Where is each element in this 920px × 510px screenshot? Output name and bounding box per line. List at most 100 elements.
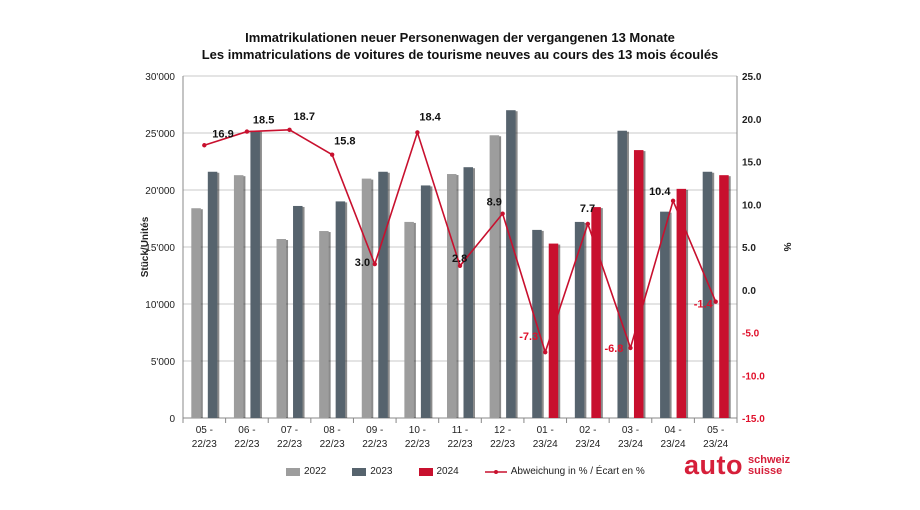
x-tick-label: 22/23 [405,439,430,450]
deviation-point [329,152,335,157]
legend-swatch-2024 [418,467,433,476]
bar-2022 [404,221,414,418]
legend-swatch-2022 [286,467,300,476]
bar-2024 [633,150,644,418]
x-tick-label: 01 - [537,425,554,436]
deviation-point [287,127,292,133]
logo-line-suisse: suisse [748,464,783,477]
y2-tick-label: -15.0 [742,414,765,425]
legend-line-marker [484,469,507,474]
bar-2022 [191,208,201,418]
x-tick-label: 02 - [579,425,596,436]
y2-axis-title: % [781,243,792,252]
logo-subtext: schweiz suisse [748,453,791,477]
legend-swatch-2023 [352,467,367,476]
bar-2023 [250,130,260,418]
x-tick-label: 08 - [324,425,341,436]
x-tick-label: 22/23 [192,439,217,450]
legend-item-2023: 2023 [352,466,393,477]
bar-2022 [489,135,500,418]
deviation-point [372,261,377,267]
deviation-point [415,130,420,135]
deviation-point [500,211,505,216]
x-tick-label: 06 - [238,425,255,436]
x-tick-label: 12 - [494,425,511,436]
bar-2023 [207,171,218,418]
deviation-point [244,129,250,134]
x-tick-label: 03 - [622,425,639,436]
bar-2023 [702,171,713,418]
x-tick-label: 11 - [452,425,469,436]
y2-tick-label: -5.0 [742,329,760,340]
legend-item-2024: 2024 [418,466,459,477]
deviation-point [670,198,676,204]
bar-2023 [420,185,431,418]
chart-legend: 2022 2023 2024 Abweichung in % / Écart e… [286,466,671,477]
deviation-data-label: 8.9 [487,197,502,209]
deviation-data-label: 10.4 [649,186,671,198]
y2-tick-label: 20.0 [742,115,762,126]
x-tick-label: 22/23 [277,439,302,450]
y2-tick-label: -10.0 [742,371,765,382]
auto-schweiz-logo: auto schweiz suisse [684,452,790,479]
legend-label-2024: 2024 [436,466,459,477]
y-tick-label: 0 [169,414,175,425]
x-tick-label: 23/24 [618,439,643,450]
bar-2023 [617,130,627,418]
deviation-data-label: 18.4 [419,111,441,123]
chart-title: Immatrikulationen neuer Personenwagen de… [245,30,675,45]
deviation-point [713,299,718,304]
y-tick-label: 25'000 [145,129,175,140]
deviation-point [202,143,207,148]
bar-2022 [319,231,329,418]
x-tick-label: 23/24 [533,439,558,450]
bar-2023 [506,110,516,418]
deviation-point [543,349,548,355]
x-tick-label: 23/24 [661,439,686,450]
bar-2023 [293,205,303,418]
x-tick-label: 10 - [409,425,426,436]
bar-2023 [463,167,473,418]
bar-2024 [591,207,601,418]
y-tick-label: 20'000 [145,186,175,197]
deviation-data-label: -7.3 [519,331,538,343]
deviation-point [585,221,591,227]
bar-2023 [335,201,346,418]
bar-2024 [676,188,687,418]
legend-label-2023: 2023 [370,466,393,477]
y-tick-label: 5'000 [151,357,176,368]
logo-wordmark: auto [684,450,743,480]
bar-2023 [378,171,388,418]
deviation-data-label: 18.7 [294,111,315,123]
legend-item-deviation: Abweichung in % / Écart en % [484,466,645,477]
y2-tick-label: 10.0 [742,200,762,211]
x-tick-label: 22/23 [320,439,345,450]
bar-2022 [447,174,457,418]
legend-label-2022: 2022 [304,466,327,477]
deviation-data-label: 2.8 [452,253,467,265]
x-tick-label: 22/23 [234,439,259,450]
y-tick-label: 15'000 [145,243,175,254]
bar-2023 [660,211,670,418]
x-tick-label: 05 - [707,425,724,436]
y-axis-title: Stück/Unités [140,216,151,277]
deviation-point [628,345,633,351]
y-tick-label: 30'000 [145,72,175,83]
y-tick-label: 10'000 [145,300,175,311]
deviation-data-label: 3.0 [355,257,370,269]
x-tick-label: 07 - [281,425,298,436]
y2-tick-label: 5.0 [742,243,756,254]
bar-2024 [719,175,729,418]
bar-2023 [574,221,585,418]
legend-label-deviation: Abweichung in % / Écart en % [510,466,645,477]
deviation-data-label: 18.5 [253,115,274,127]
y2-tick-label: 15.0 [742,158,762,169]
x-tick-label: 22/23 [447,439,472,450]
deviation-point [457,263,463,269]
logo-line-schweiz: schweiz [748,453,791,466]
x-tick-label: 22/23 [490,439,515,450]
x-tick-label: 22/23 [362,439,387,450]
y2-tick-label: 25.0 [742,72,762,83]
bar-2022 [233,175,244,418]
